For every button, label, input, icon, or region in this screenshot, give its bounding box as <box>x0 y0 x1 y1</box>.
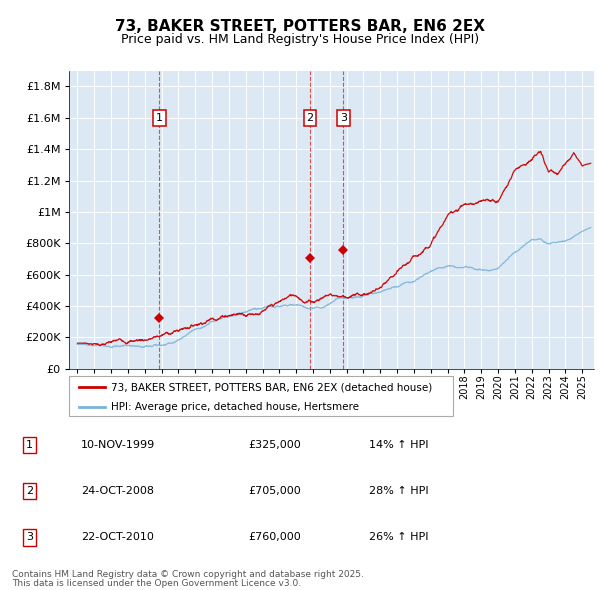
Text: 22-OCT-2010: 22-OCT-2010 <box>81 533 154 542</box>
Text: 73, BAKER STREET, POTTERS BAR, EN6 2EX (detached house): 73, BAKER STREET, POTTERS BAR, EN6 2EX (… <box>111 382 433 392</box>
Text: 3: 3 <box>340 113 347 123</box>
Text: 1: 1 <box>26 440 33 450</box>
Text: 3: 3 <box>26 533 33 542</box>
Text: Price paid vs. HM Land Registry's House Price Index (HPI): Price paid vs. HM Land Registry's House … <box>121 33 479 46</box>
Text: 73, BAKER STREET, POTTERS BAR, EN6 2EX: 73, BAKER STREET, POTTERS BAR, EN6 2EX <box>115 19 485 34</box>
Text: Contains HM Land Registry data © Crown copyright and database right 2025.: Contains HM Land Registry data © Crown c… <box>12 570 364 579</box>
Text: 2: 2 <box>307 113 314 123</box>
Text: 2: 2 <box>26 486 33 496</box>
Text: 1: 1 <box>156 113 163 123</box>
Text: 24-OCT-2008: 24-OCT-2008 <box>81 486 154 496</box>
Text: 14% ↑ HPI: 14% ↑ HPI <box>369 440 428 450</box>
FancyBboxPatch shape <box>69 376 453 416</box>
Text: 28% ↑ HPI: 28% ↑ HPI <box>369 486 429 496</box>
Text: £760,000: £760,000 <box>248 533 301 542</box>
Text: This data is licensed under the Open Government Licence v3.0.: This data is licensed under the Open Gov… <box>12 579 301 588</box>
Text: 10-NOV-1999: 10-NOV-1999 <box>81 440 155 450</box>
Text: HPI: Average price, detached house, Hertsmere: HPI: Average price, detached house, Hert… <box>111 402 359 412</box>
Text: £705,000: £705,000 <box>248 486 301 496</box>
Text: 26% ↑ HPI: 26% ↑ HPI <box>369 533 428 542</box>
Text: £325,000: £325,000 <box>248 440 301 450</box>
